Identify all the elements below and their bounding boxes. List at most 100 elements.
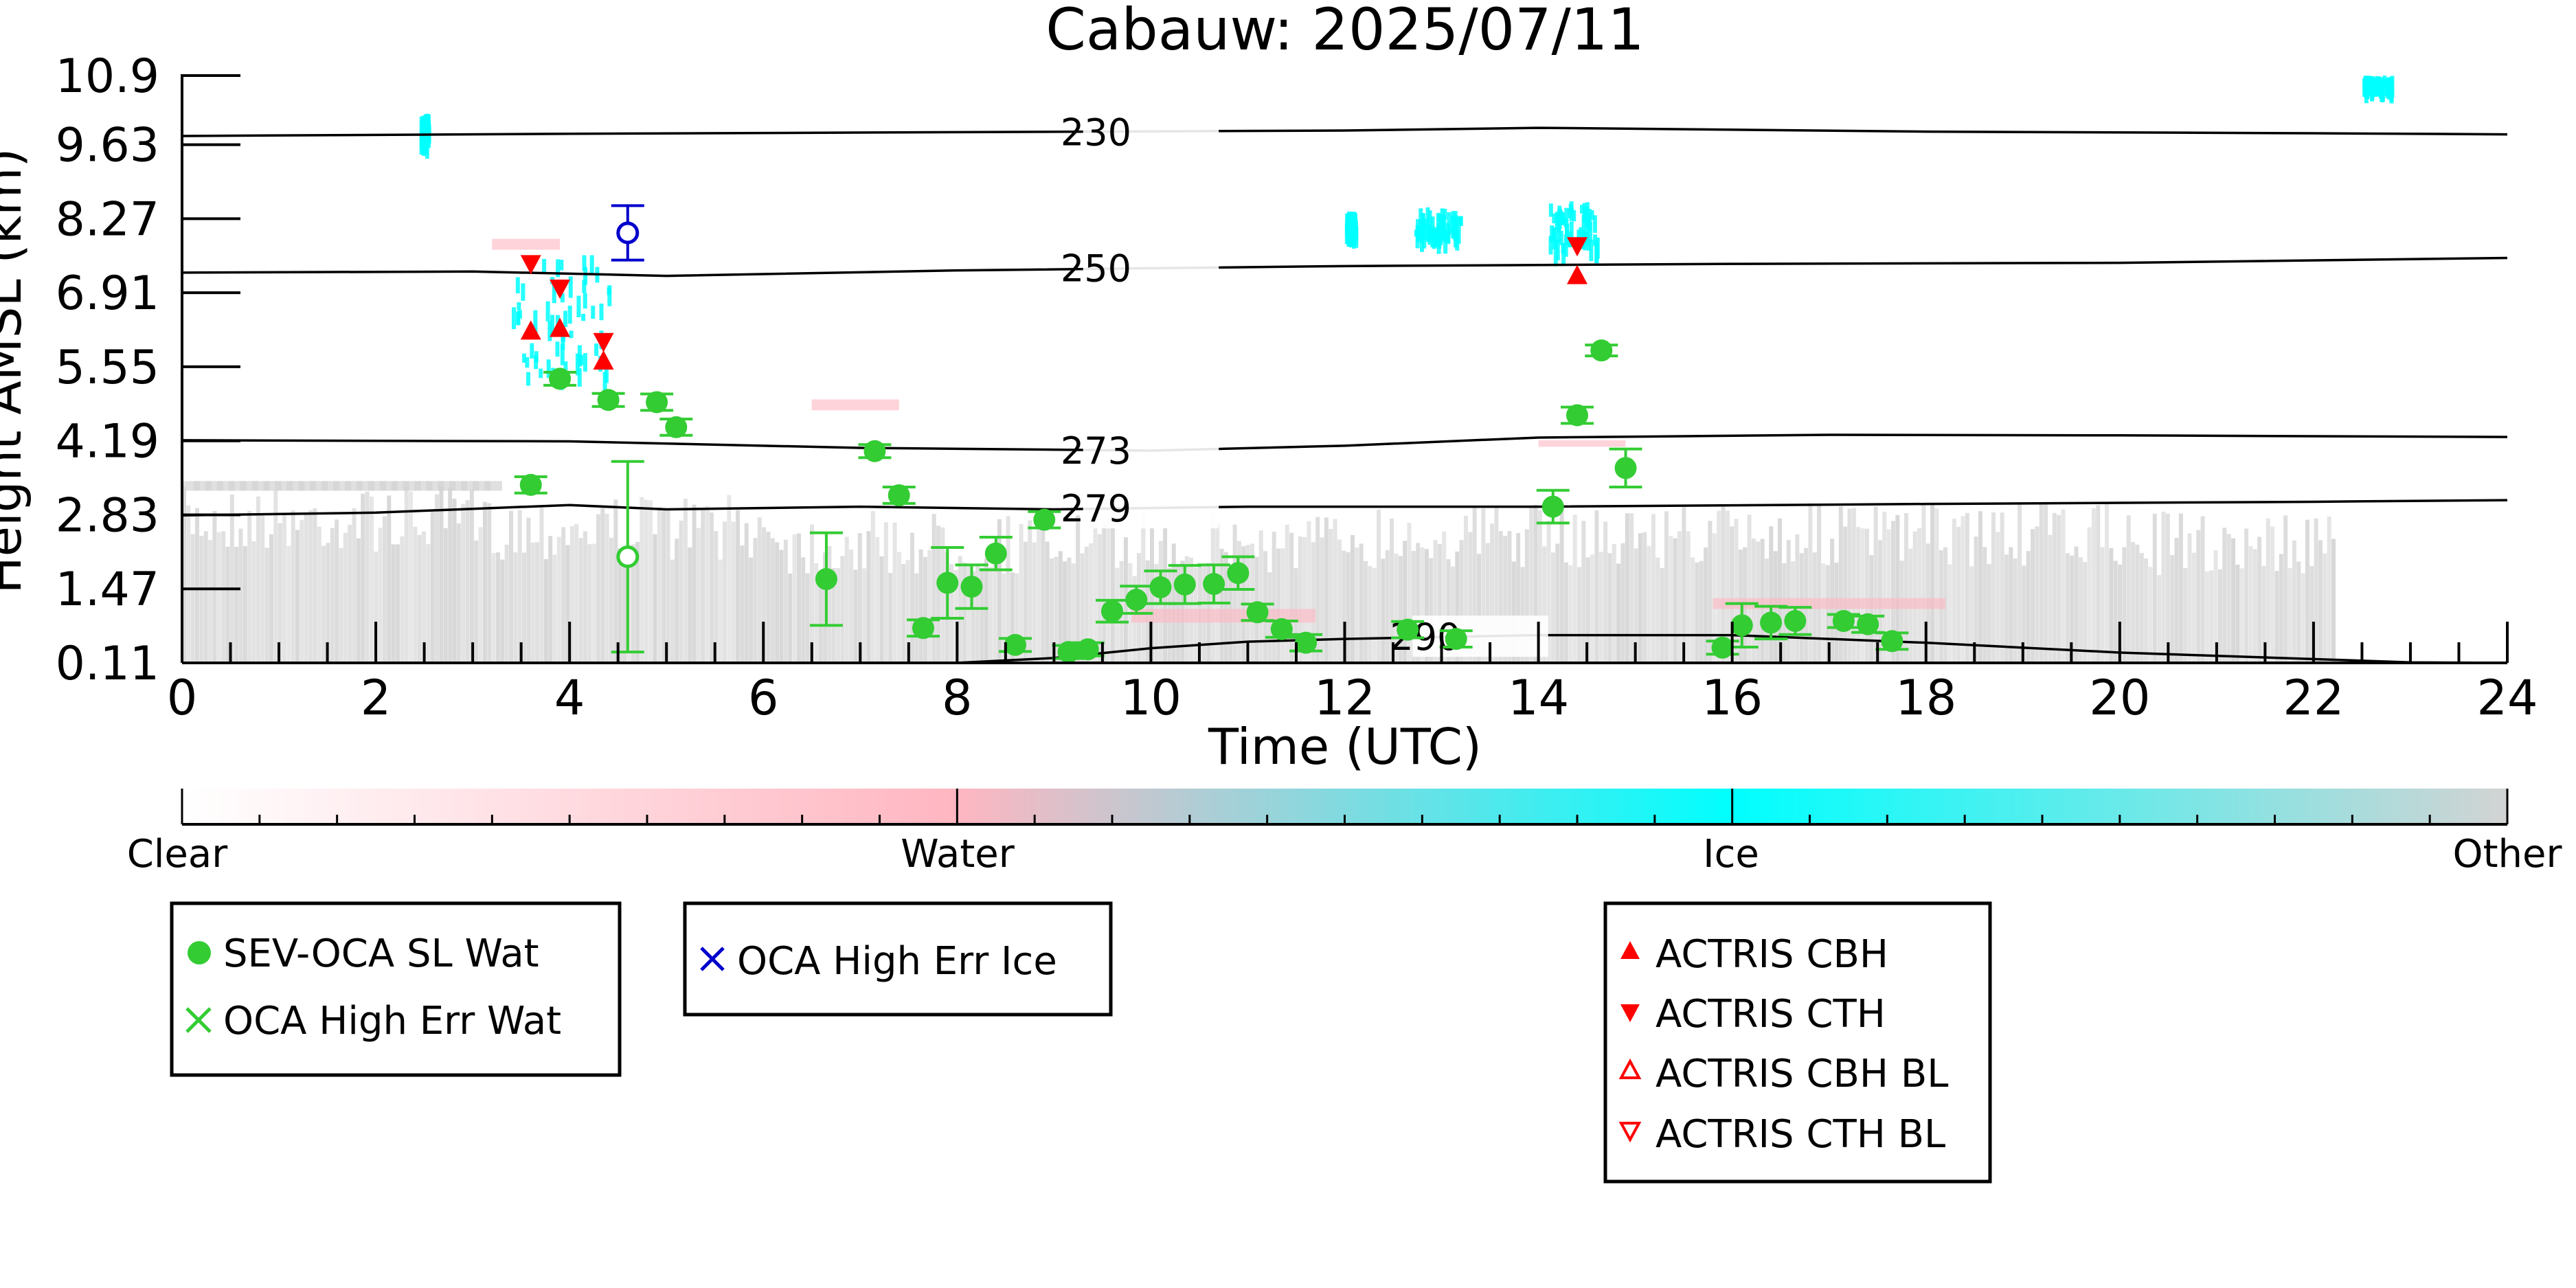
- echo-ice-speck: [1422, 225, 1427, 249]
- echo-other-column: [1442, 531, 1447, 663]
- legend-label-actris-cbh-bl: ACTRIS CBH BL: [1656, 1052, 1948, 1096]
- y-tick-label: 4.19: [56, 415, 159, 469]
- echo-other-column: [491, 553, 496, 663]
- echo-other-column: [2091, 508, 2096, 663]
- echo-ice-speck: [1414, 229, 1419, 237]
- legend-marker-oca-high-err-ice: [700, 947, 725, 971]
- echo-other-column: [2135, 544, 2140, 663]
- echo-ice-speck: [2366, 82, 2371, 93]
- echo-other-column: [2139, 552, 2144, 663]
- echo-other-column: [1699, 561, 1704, 663]
- point-sev-oca-sl-wat: [1541, 495, 1564, 518]
- echo-other-column: [1782, 563, 1787, 663]
- echo-other-column: [282, 514, 286, 663]
- echo-other-column: [879, 556, 884, 663]
- echo-other-column: [692, 504, 697, 663]
- echo-other-column: [461, 504, 466, 663]
- echo-other-column: [1890, 521, 1895, 663]
- echo-other-column: [875, 536, 880, 663]
- echo-other-column: [1669, 536, 1673, 663]
- echo-ice-speck: [1561, 242, 1566, 267]
- echo-other-column: [2191, 552, 2196, 663]
- echo-other-column: [417, 534, 422, 663]
- echo-ice-speck: [547, 321, 552, 341]
- echo-other-column: [517, 510, 522, 663]
- echo-other-column: [313, 508, 317, 663]
- x-axis-ticks: 0 2 4 6 8 10 12 14 16 18 20 22 24: [167, 622, 2538, 726]
- echo-other-column: [199, 536, 204, 663]
- echo-ice-speck: [1419, 219, 1423, 237]
- legend-marker-sev-oca-sl-wat: [188, 941, 211, 964]
- echo-other-column: [792, 534, 797, 663]
- echo-other-column: [330, 528, 335, 663]
- point-sev-oca-sl-wat: [1203, 573, 1225, 596]
- echo-ice-speck: [1451, 211, 1456, 223]
- echo-other-column: [1141, 513, 1146, 663]
- x-tick-label: 22: [2283, 670, 2344, 726]
- x-tick-label: 6: [748, 670, 779, 726]
- echo-other-column: [435, 494, 440, 663]
- echo-other-column: [469, 490, 474, 663]
- echo-other-column: [1006, 516, 1010, 663]
- echo-ice-speck: [2372, 82, 2377, 97]
- echo-other-column: [931, 514, 936, 663]
- echo-other-column: [452, 499, 457, 663]
- echo-ice-speck: [1455, 230, 1460, 251]
- echo-other-column: [273, 490, 278, 663]
- echo-other-column: [1359, 543, 1364, 663]
- echo-other-column: [709, 512, 714, 663]
- echo-other-column: [1821, 563, 1826, 663]
- echo-other-column: [1302, 536, 1307, 663]
- echo-other-column: [448, 488, 453, 663]
- echo-other-column: [1311, 542, 1315, 663]
- echo-other-column: [539, 508, 544, 663]
- echo-other-column: [818, 570, 823, 663]
- echo-other-column: [840, 556, 845, 663]
- echo-other-column: [736, 510, 741, 663]
- echo-other-column: [1607, 553, 1612, 663]
- echo-other-column: [1416, 543, 1421, 663]
- echo-other-column: [2235, 564, 2240, 663]
- echo-ice-speck: [567, 305, 572, 324]
- echo-other-column: [1598, 552, 1603, 663]
- echo-water-patch: [811, 399, 899, 411]
- echo-other-column: [718, 559, 723, 663]
- x-tick-label: 4: [554, 670, 585, 726]
- echo-other-column: [321, 545, 326, 663]
- echo-other-column: [1315, 517, 1320, 663]
- echo-other-column: [1289, 532, 1294, 663]
- colorbar-label-other: Other: [2452, 832, 2562, 877]
- contour-label-bg: [1083, 429, 1219, 471]
- point-sev-oca-sl-wat: [1711, 636, 1734, 659]
- echo-ice-speck: [542, 258, 547, 274]
- echo-other-column: [1477, 554, 1482, 663]
- echo-ice-speck: [583, 353, 587, 372]
- x-tick-label: 16: [1702, 670, 1763, 726]
- echo-other-column: [1420, 547, 1425, 663]
- echo-other-column: [474, 540, 479, 663]
- echo-other-column: [1777, 518, 1782, 663]
- echo-other-column: [866, 531, 871, 663]
- echo-other-column: [1058, 551, 1063, 663]
- colorbar: Clear Water Ice Other: [127, 789, 2562, 877]
- contour-label-273: 273: [1061, 429, 1131, 473]
- point-sev-oca-sl-wat: [1149, 576, 1172, 598]
- echo-other-column: [1329, 528, 1333, 663]
- legend-actris-frame: [1603, 901, 1992, 1184]
- echo-ice-speck: [599, 303, 604, 321]
- echo-other-column: [1032, 542, 1037, 663]
- echo-other-column: [2118, 564, 2123, 663]
- echo-other-column: [343, 532, 348, 663]
- echo-other-column: [657, 507, 662, 663]
- echo-other-column: [413, 526, 418, 663]
- echo-other-column: [870, 511, 875, 663]
- legend-water-frame: [170, 901, 622, 1077]
- echo-ice-speck: [1430, 226, 1435, 248]
- point-sev-oca-sl-wat: [1076, 638, 1099, 661]
- echo-other-column: [666, 510, 670, 663]
- point-sev-oca-sl-wat: [1270, 618, 1293, 640]
- echo-other-column: [278, 523, 282, 663]
- echo-other-column: [635, 541, 640, 663]
- echo-other-column: [2052, 512, 2057, 663]
